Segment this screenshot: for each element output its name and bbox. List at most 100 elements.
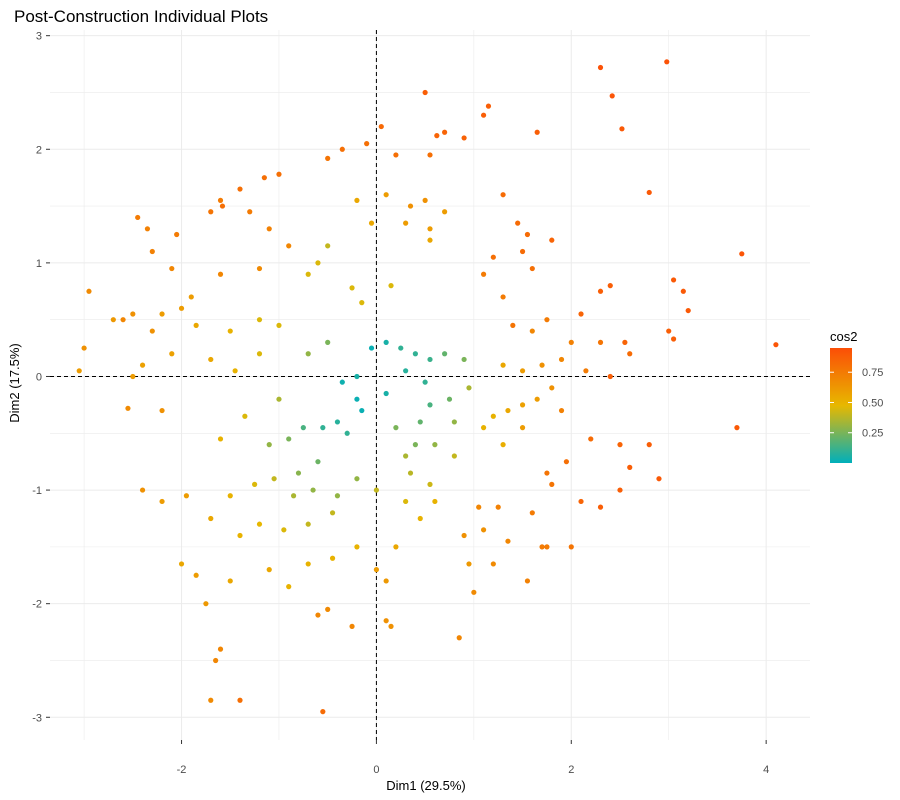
data-point bbox=[529, 510, 535, 516]
data-point bbox=[403, 220, 409, 226]
data-point bbox=[325, 155, 331, 161]
legend-tick-label: 0.50 bbox=[862, 397, 883, 409]
data-point bbox=[237, 186, 243, 192]
data-point bbox=[403, 453, 409, 459]
data-point bbox=[534, 396, 540, 402]
data-point bbox=[461, 135, 467, 141]
data-point bbox=[383, 578, 389, 584]
grid-lines bbox=[50, 30, 810, 740]
data-point bbox=[524, 231, 531, 238]
data-point bbox=[597, 339, 604, 345]
y-tick-label: -1 bbox=[32, 485, 42, 497]
data-point bbox=[213, 657, 219, 664]
data-point bbox=[505, 407, 511, 414]
legend-ticks: 0.25 0.50 0.75 bbox=[830, 367, 883, 440]
data-point bbox=[388, 283, 394, 289]
data-point bbox=[607, 283, 613, 289]
data-point bbox=[354, 373, 360, 380]
data-point bbox=[144, 226, 151, 232]
data-point bbox=[558, 407, 565, 414]
data-point bbox=[568, 544, 574, 550]
data-point bbox=[217, 197, 224, 203]
data-point bbox=[490, 254, 496, 260]
data-point bbox=[427, 402, 433, 408]
data-point bbox=[529, 328, 535, 334]
y-tick-label: 3 bbox=[36, 31, 42, 43]
data-point bbox=[217, 646, 224, 652]
data-point bbox=[734, 425, 740, 431]
x-axis-label: Dim1 (29.5%) bbox=[386, 778, 465, 793]
data-point bbox=[242, 413, 248, 419]
data-point bbox=[544, 544, 550, 550]
data-point bbox=[193, 572, 199, 578]
data-point bbox=[183, 493, 190, 499]
data-point bbox=[232, 368, 238, 374]
data-point bbox=[305, 561, 311, 567]
legend-tick-label: 0.25 bbox=[862, 428, 883, 440]
data-point bbox=[325, 606, 331, 612]
data-point bbox=[339, 146, 345, 152]
data-point bbox=[480, 112, 487, 118]
data-point bbox=[417, 515, 423, 522]
data-point bbox=[619, 126, 625, 132]
data-point bbox=[354, 476, 360, 482]
data-point bbox=[524, 578, 531, 584]
data-point bbox=[315, 459, 321, 465]
color-legend: cos2 0.25 0.50 0.75 bbox=[830, 329, 883, 463]
data-point bbox=[427, 481, 433, 487]
legend-colorbar bbox=[830, 348, 852, 463]
data-point bbox=[432, 498, 438, 505]
data-point bbox=[539, 362, 545, 368]
data-point bbox=[519, 425, 526, 431]
data-point bbox=[398, 345, 404, 351]
data-point bbox=[519, 248, 526, 255]
data-point bbox=[383, 390, 389, 397]
x-axis-ticks: -2 0 2 4 bbox=[177, 740, 769, 776]
data-point bbox=[666, 328, 672, 334]
data-point bbox=[432, 442, 438, 448]
data-point bbox=[480, 527, 487, 533]
reference-lines bbox=[50, 30, 810, 740]
data-point bbox=[310, 487, 316, 493]
data-point bbox=[135, 214, 141, 221]
data-point bbox=[500, 442, 506, 448]
data-point bbox=[393, 544, 399, 550]
data-point bbox=[378, 123, 384, 130]
data-point bbox=[427, 226, 433, 232]
data-point bbox=[685, 307, 691, 314]
data-point bbox=[149, 248, 155, 255]
data-point bbox=[656, 476, 662, 482]
data-point bbox=[290, 493, 297, 499]
data-point bbox=[617, 442, 623, 448]
data-point bbox=[490, 413, 496, 419]
data-point bbox=[305, 351, 311, 357]
data-point bbox=[120, 317, 126, 323]
data-point bbox=[349, 285, 355, 291]
data-point bbox=[442, 209, 448, 215]
data-point bbox=[373, 567, 380, 573]
data-point bbox=[568, 339, 574, 345]
y-axis-ticks: -3 -2 -1 0 1 2 3 bbox=[32, 31, 50, 724]
data-point bbox=[349, 623, 355, 630]
data-point bbox=[217, 271, 224, 277]
data-point bbox=[451, 453, 457, 459]
x-tick-label: 2 bbox=[568, 764, 574, 776]
data-point bbox=[169, 265, 175, 272]
data-point bbox=[646, 189, 652, 196]
chart-title: Post-Construction Individual Plots bbox=[14, 7, 268, 26]
data-point bbox=[451, 419, 457, 425]
data-point bbox=[583, 368, 589, 374]
data-point bbox=[271, 476, 277, 482]
data-point bbox=[434, 133, 440, 139]
data-point bbox=[354, 396, 360, 402]
data-point bbox=[237, 697, 243, 703]
data-point bbox=[480, 271, 487, 277]
data-point bbox=[427, 152, 433, 158]
data-point bbox=[617, 487, 623, 493]
data-point bbox=[329, 510, 336, 516]
data-point bbox=[417, 419, 423, 425]
data-point bbox=[549, 481, 555, 487]
data-point bbox=[539, 544, 545, 550]
data-point bbox=[544, 470, 550, 476]
data-point bbox=[219, 203, 226, 209]
